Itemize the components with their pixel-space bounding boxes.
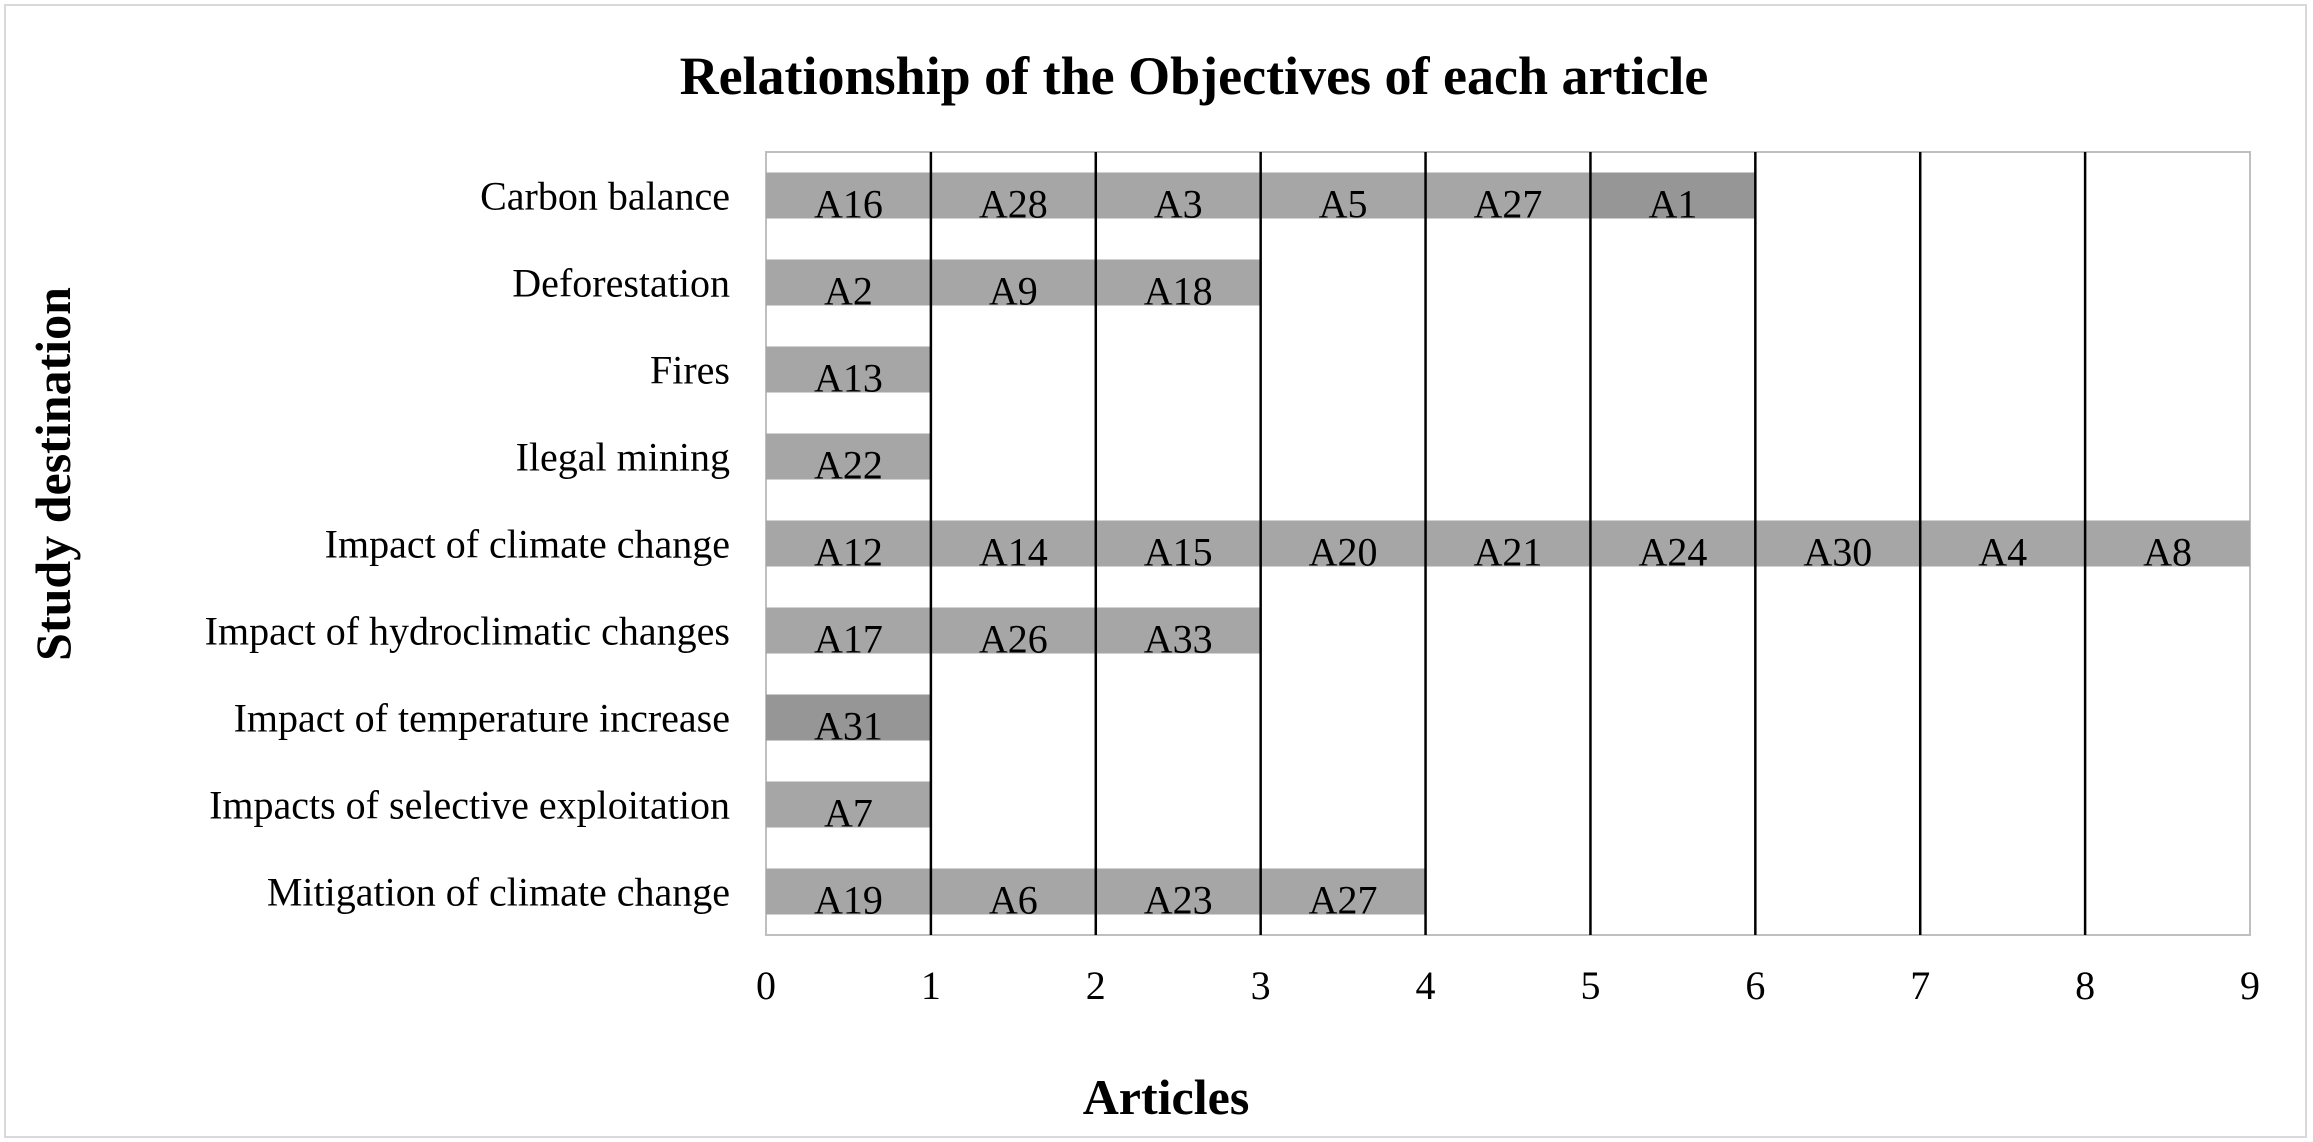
bar-segment xyxy=(1095,172,1261,219)
bar-segment xyxy=(766,694,931,741)
category-label: Impacts of selective exploitation xyxy=(209,783,730,828)
segment-label: A7 xyxy=(824,791,873,836)
segment-label: A19 xyxy=(814,878,883,923)
category-label: Mitigation of climate change xyxy=(267,870,730,915)
segment-label: A8 xyxy=(2143,530,2192,575)
chart-canvas: Relationship of the Objectives of each a… xyxy=(25,46,2260,1125)
bar-segment xyxy=(766,433,931,480)
segment-label: A22 xyxy=(814,443,883,488)
bar-segment xyxy=(930,520,1096,567)
chart-frame: Relationship of the Objectives of each a… xyxy=(4,4,2307,1138)
category-label: Carbon balance xyxy=(480,174,730,219)
segment-label: A15 xyxy=(1144,530,1213,575)
segment-label: A31 xyxy=(814,704,883,749)
chart-title: Relationship of the Objectives of each a… xyxy=(680,46,1709,106)
category-label: Impact of hydroclimatic changes xyxy=(205,609,730,654)
segment-label: A20 xyxy=(1309,530,1378,575)
segment-label: A23 xyxy=(1144,878,1213,923)
x-tick-label: 4 xyxy=(1416,963,1436,1008)
segment-label: A6 xyxy=(989,878,1038,923)
bar-segment xyxy=(930,172,1096,219)
segment-label: A18 xyxy=(1144,269,1213,314)
segment-label: A1 xyxy=(1648,182,1697,227)
segment-label: A14 xyxy=(979,530,1048,575)
bar-segment xyxy=(766,781,931,828)
bar-segment xyxy=(766,868,931,915)
segment-label: A21 xyxy=(1474,530,1543,575)
segment-label: A30 xyxy=(1803,530,1872,575)
y-axis-title: Study destination xyxy=(25,287,81,661)
bar-segment xyxy=(1590,520,1756,567)
segment-label: A16 xyxy=(814,182,883,227)
bar-segment xyxy=(1095,259,1261,306)
segment-label: A12 xyxy=(814,530,883,575)
category-label: Ilegal mining xyxy=(516,435,730,480)
segment-label: A27 xyxy=(1474,182,1543,227)
segment-label: A3 xyxy=(1154,182,1203,227)
segment-label: A2 xyxy=(824,269,873,314)
x-tick-label: 3 xyxy=(1251,963,1271,1008)
bar-segment xyxy=(766,259,931,306)
segment-label: A5 xyxy=(1319,182,1368,227)
bar-segment xyxy=(766,607,931,654)
category-label: Impact of climate change xyxy=(325,522,730,567)
bar-segment xyxy=(930,868,1096,915)
segment-label: A4 xyxy=(1978,530,2027,575)
category-label: Impact of temperature increase xyxy=(234,696,730,741)
bar-segment xyxy=(1095,520,1261,567)
segment-label: A17 xyxy=(814,617,883,662)
bar-segment xyxy=(766,520,931,567)
segment-label: A13 xyxy=(814,356,883,401)
x-tick-label: 5 xyxy=(1580,963,1600,1008)
bar-segment xyxy=(1425,172,1591,219)
x-axis-title: Articles xyxy=(1083,1069,1250,1125)
category-label: Deforestation xyxy=(512,261,730,306)
bar-segment xyxy=(1260,520,1426,567)
segment-label: A33 xyxy=(1144,617,1213,662)
category-label: Fires xyxy=(650,348,730,393)
segment-label: A24 xyxy=(1638,530,1707,575)
x-tick-label: 1 xyxy=(921,963,941,1008)
x-tick-label: 6 xyxy=(1745,963,1765,1008)
bar-segment xyxy=(930,259,1096,306)
bar-segment xyxy=(2085,520,2250,567)
segment-label: A26 xyxy=(979,617,1048,662)
segment-label: A28 xyxy=(979,182,1048,227)
x-tick-label: 0 xyxy=(756,963,776,1008)
bar-segment xyxy=(766,346,931,393)
bar-segment xyxy=(930,607,1096,654)
x-tick-label: 7 xyxy=(1910,963,1930,1008)
x-tick-label: 2 xyxy=(1086,963,1106,1008)
x-tick-label: 8 xyxy=(2075,963,2095,1008)
bar-segment xyxy=(1425,520,1591,567)
bar-segment xyxy=(1920,520,2086,567)
x-tick-label: 9 xyxy=(2240,963,2260,1008)
bar-segment xyxy=(1095,868,1261,915)
segment-label: A27 xyxy=(1309,878,1378,923)
bar-segment xyxy=(766,172,931,219)
segment-label: A9 xyxy=(989,269,1038,314)
bar-segment xyxy=(1095,607,1261,654)
bar-segment xyxy=(1260,868,1426,915)
bar-segment xyxy=(1755,520,1921,567)
bar-segment xyxy=(1590,172,1756,219)
bar-segment xyxy=(1260,172,1426,219)
